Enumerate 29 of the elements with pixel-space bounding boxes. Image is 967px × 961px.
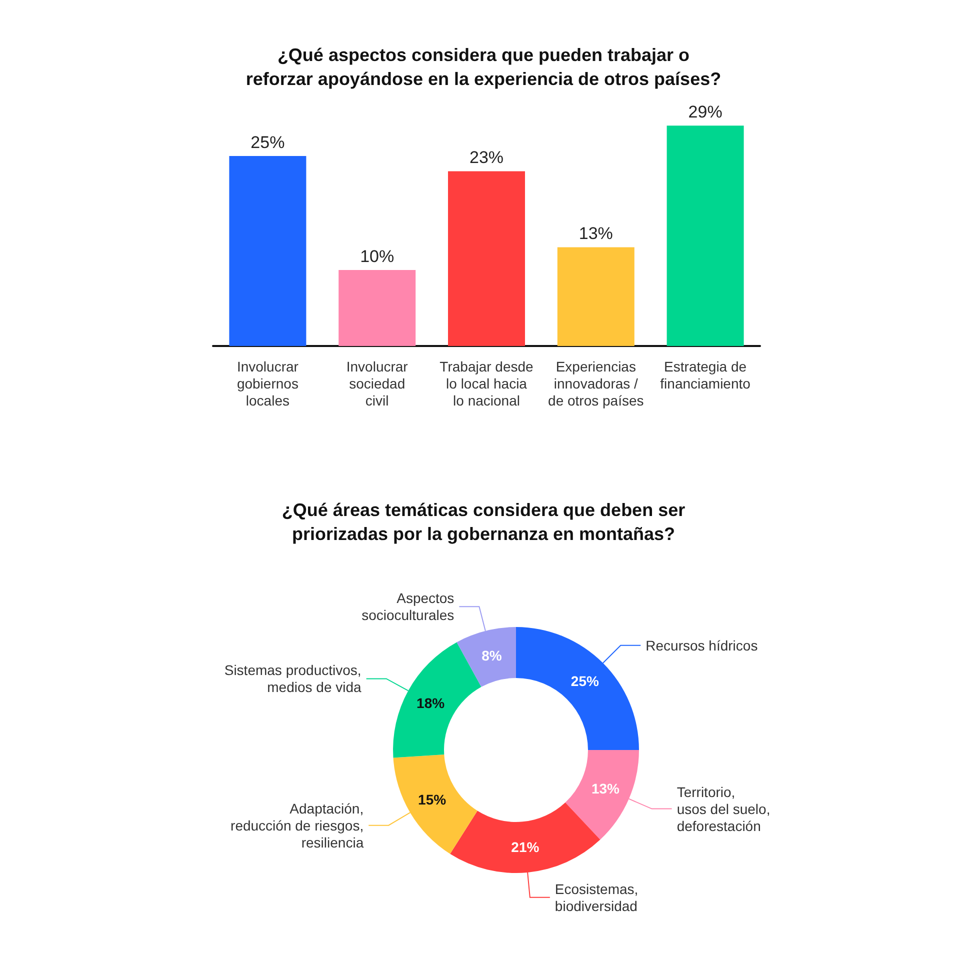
bar [338, 270, 416, 346]
data-label: 23% [469, 148, 504, 168]
data-label: 25% [250, 133, 285, 152]
bar [448, 171, 525, 346]
data-label: 10% [360, 247, 394, 266]
bar [666, 126, 744, 346]
data-label: 18% [416, 695, 446, 712]
data-label: 8% [482, 648, 502, 664]
x-tick-label: Involucrar gobiernos locales [236, 358, 299, 408]
slice-label: Recursos hídricos [646, 637, 758, 654]
x-tick-label: Trabajar desde lo local hacia lo nacional [440, 358, 534, 408]
slice-label: Aspectos socioculturales [362, 590, 454, 624]
data-label: 29% [688, 102, 722, 122]
x-tick-label: Involucrar sociedad civil [346, 358, 408, 408]
bar [557, 247, 634, 346]
x-tick-label: Experiencias innovadoras / de otros países [548, 358, 644, 408]
data-label: 25% [570, 673, 600, 690]
slice-label: Adaptación, reducción de riesgos, resiliencia [230, 800, 364, 850]
slice-label: Sistemas productivos, medios de vida [224, 662, 362, 696]
data-label: 21% [511, 839, 540, 856]
data-label: 13% [578, 224, 613, 244]
data-label: 15% [418, 792, 447, 808]
bar [229, 156, 306, 346]
chart-title: ¿Qué áreas temáticas considera que deben ser priorizadas por la gobernanza en montañas? [282, 500, 686, 544]
x-tick-label: Estrategia de financiamiento [660, 358, 751, 392]
data-label: 13% [591, 780, 620, 797]
slice-label: Ecosistemas, biodiversidad [554, 880, 638, 914]
chart-title: ¿Qué aspectos considera que pueden trabajar o reforzar apoyándose en la experiencia de otros países? [246, 45, 722, 89]
slice-label: Territorio, usos del suelo, deforestación [676, 784, 770, 834]
